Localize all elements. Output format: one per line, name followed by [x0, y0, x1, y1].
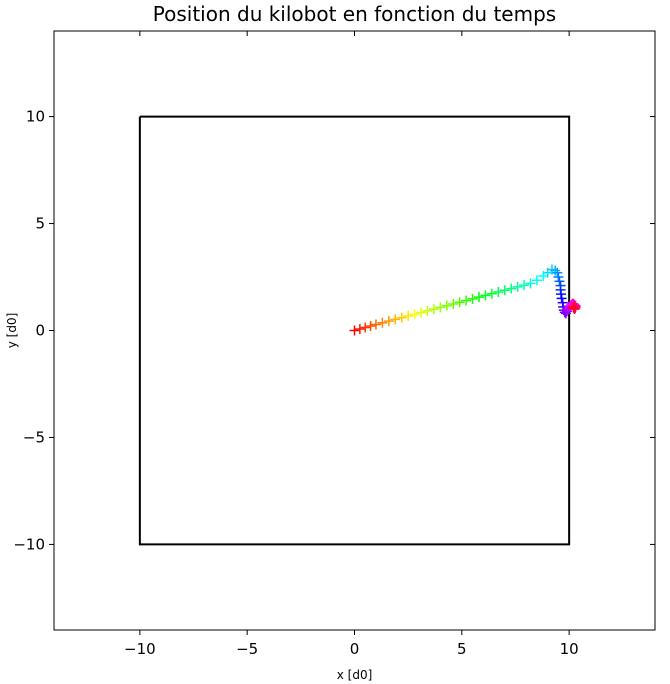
- trajectory-point: [377, 317, 388, 328]
- trajectory-point: [403, 310, 414, 321]
- trajectory-point: [473, 292, 484, 303]
- trajectory-point: [493, 286, 504, 297]
- y-tick-label: −5: [23, 428, 45, 446]
- trajectory-point: [390, 314, 401, 325]
- trajectory-point: [553, 272, 564, 283]
- y-tick-label: 0: [35, 322, 45, 340]
- trajectory-point: [531, 275, 542, 286]
- trajectory-point: [422, 305, 433, 316]
- arena-boundary-line: [138, 115, 571, 546]
- trajectory-point: [441, 300, 452, 311]
- chart-title: Position du kilobot en fonction du temps: [153, 2, 556, 26]
- trajectory-point: [360, 322, 371, 333]
- y-tick-label: 10: [26, 108, 45, 126]
- trajectory-point: [409, 309, 420, 320]
- y-tick-label: −10: [13, 535, 45, 553]
- trajectory-series: [349, 264, 581, 336]
- x-tick-label: 0: [350, 640, 360, 658]
- x-tick-label: −10: [124, 640, 156, 658]
- x-tick-label: 5: [457, 640, 467, 658]
- trajectory-point: [561, 306, 572, 317]
- trajectory-point: [556, 293, 567, 304]
- trajectory-point: [461, 295, 472, 306]
- trajectory-point: [354, 324, 365, 335]
- trajectory-point: [552, 267, 563, 278]
- trajectory-point: [396, 312, 407, 323]
- trajectory-point: [512, 281, 523, 292]
- trajectory-point: [519, 280, 530, 291]
- x-tick-label: −5: [236, 640, 258, 658]
- y-axis-ticks: −10 −5 0 5 10: [13, 108, 655, 553]
- trajectory-point: [486, 288, 497, 299]
- trajectory-point: [467, 293, 478, 304]
- trajectory-point: [448, 298, 459, 309]
- y-axis-label: y [d0]: [5, 313, 19, 349]
- trajectory-point: [550, 265, 561, 276]
- plot-area: −10 −5 0 5 10 −10 −5 0 5 10: [13, 30, 656, 658]
- trajectory-point: [454, 297, 465, 308]
- trajectory-point: [416, 307, 427, 318]
- trajectory-point: [435, 302, 446, 313]
- trajectory-point: [560, 308, 571, 319]
- trajectory-point: [428, 304, 439, 315]
- x-tick-label: 10: [560, 640, 579, 658]
- x-axis-label: x [d0]: [337, 668, 373, 682]
- trajectory-point: [349, 325, 360, 336]
- trajectory-point: [383, 316, 394, 327]
- trajectory-point: [370, 319, 381, 330]
- x-axis-ticks: −10 −5 0 5 10: [124, 31, 579, 658]
- trajectory-point: [480, 290, 491, 301]
- trajectory-point: [365, 321, 376, 332]
- trajectory-point: [525, 278, 536, 289]
- trajectory-point: [554, 276, 565, 287]
- trajectory-point: [568, 301, 579, 312]
- trajectory-point: [499, 285, 510, 296]
- trajectory-point: [506, 283, 517, 294]
- arena-boundary: [138, 115, 571, 546]
- y-tick-label: 5: [35, 215, 45, 233]
